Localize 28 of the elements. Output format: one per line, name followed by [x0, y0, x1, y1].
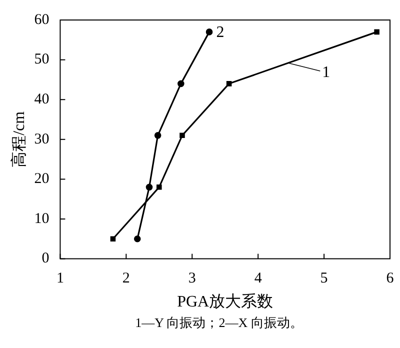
- y-tick-label: 0: [42, 250, 50, 267]
- point: [154, 132, 162, 139]
- y-tick-label: 10: [34, 210, 50, 227]
- y-tick-label: 20: [34, 171, 50, 188]
- point: [180, 132, 185, 138]
- point: [206, 28, 213, 36]
- y-tick-label: 40: [34, 92, 50, 108]
- point: [146, 184, 153, 191]
- y-axis-title: 高程/cm: [10, 110, 28, 168]
- point: [110, 236, 116, 242]
- x-axis-title: PGA放大系数: [177, 292, 274, 311]
- y-tick-label: 60: [34, 12, 50, 28]
- point: [178, 80, 184, 88]
- y-tick-label: 50: [34, 52, 50, 68]
- point: [226, 81, 232, 86]
- point: [156, 184, 162, 190]
- x-tick-label: 4: [254, 270, 262, 287]
- x-tick-label: 5: [320, 270, 328, 287]
- y-tick-label: 30: [34, 131, 50, 148]
- x-tick-label: 6: [386, 270, 394, 287]
- x-tick-label: 3: [188, 270, 196, 287]
- text: 1—Y 向振动；2—X 向振动。: [134, 314, 304, 332]
- x-tick-label: 2: [122, 270, 130, 287]
- legend-label: 1: [322, 64, 330, 82]
- point: [134, 236, 141, 242]
- series-label: 2: [216, 24, 224, 42]
- x-tick-label: 1: [56, 270, 64, 287]
- point: [374, 29, 380, 35]
